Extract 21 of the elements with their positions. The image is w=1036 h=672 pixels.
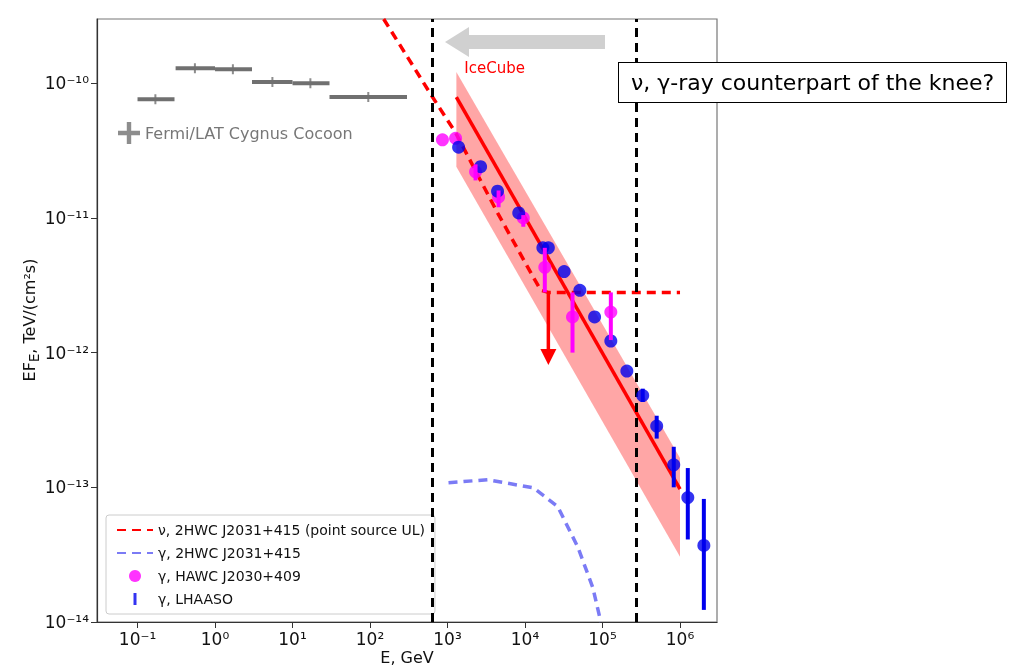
- y-tick-label: 10⁻¹⁴: [44, 612, 90, 632]
- x-tick-label: 10⁶: [665, 628, 695, 649]
- y-tick-label: 10⁻¹⁰: [44, 73, 90, 94]
- annotation: ν, γ-ray counterpart of the knee?: [618, 62, 1008, 103]
- x-tick-label: 10¹: [278, 628, 307, 649]
- series-label: IceCube: [464, 59, 525, 78]
- legend-label: Fermi/LAT Cygnus Cocoon: [145, 123, 353, 143]
- x-axis-title: E, GeV: [379, 648, 435, 667]
- legend-label: γ, LHAASO: [158, 591, 233, 607]
- y-tick-label: 10⁻¹²: [44, 342, 89, 363]
- x-tick-label: 10⁴: [510, 628, 540, 649]
- legend-label: ν, 2HWC J2031+415 (point source UL): [158, 522, 425, 538]
- legend-label: γ, 2HWC J2031+415: [158, 545, 301, 561]
- y-tick-label: 10⁻¹³: [44, 477, 89, 498]
- x-tick-label: 10³: [433, 628, 462, 649]
- x-tick-label: 10⁻¹: [118, 628, 157, 649]
- x-tick-label: 10⁵: [588, 628, 617, 649]
- x-tick-label: 10²: [355, 628, 385, 649]
- x-tick-label: 10⁰: [200, 628, 230, 649]
- y-tick-label: 10⁻¹¹: [44, 207, 89, 228]
- legend-label: γ, HAWC J2030+409: [158, 568, 301, 584]
